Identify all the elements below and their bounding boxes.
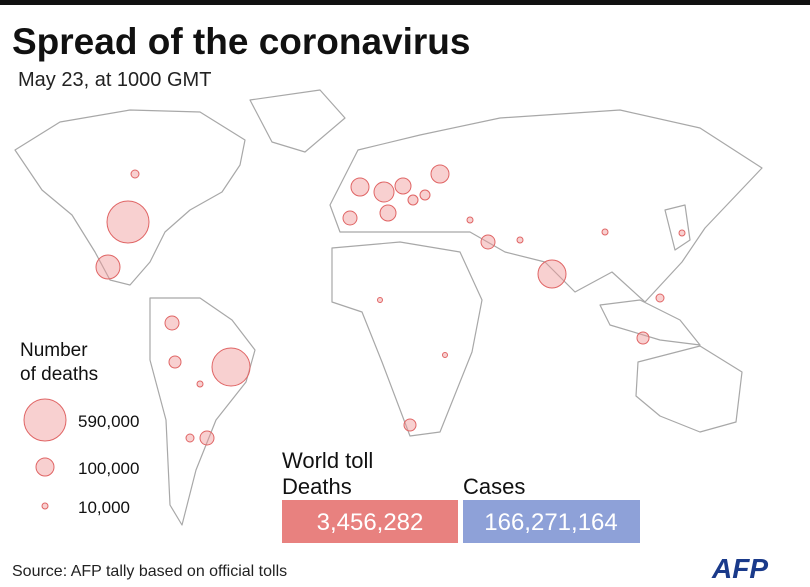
legend-title: of deaths — [20, 364, 98, 385]
world-map — [14, 89, 763, 526]
cases-value: 166,271,164 — [484, 509, 617, 536]
subtitle: May 23, at 1000 GMT — [18, 69, 211, 91]
legend-circle — [35, 457, 55, 477]
legend-label: 590,000 — [78, 412, 139, 431]
death-bubbles — [95, 164, 686, 446]
source: Source: AFP tally based on official toll… — [12, 563, 287, 580]
legend-circle — [23, 398, 67, 442]
title: Spread of the coronavirus — [12, 21, 471, 62]
cases-box — [463, 500, 640, 543]
legend-label: 100,000 — [78, 459, 139, 478]
deaths-value: 3,456,282 — [317, 509, 424, 536]
legend-label: 10,000 — [78, 498, 130, 517]
toll-title: World toll — [282, 448, 373, 473]
legend-title: Number — [20, 340, 88, 361]
deaths-label: Deaths — [282, 474, 352, 499]
legend-circle — [41, 502, 49, 510]
cases-label: Cases — [463, 474, 525, 499]
top-bar — [0, 0, 810, 5]
logo: AFP — [711, 553, 768, 584]
deaths-box — [282, 500, 458, 543]
